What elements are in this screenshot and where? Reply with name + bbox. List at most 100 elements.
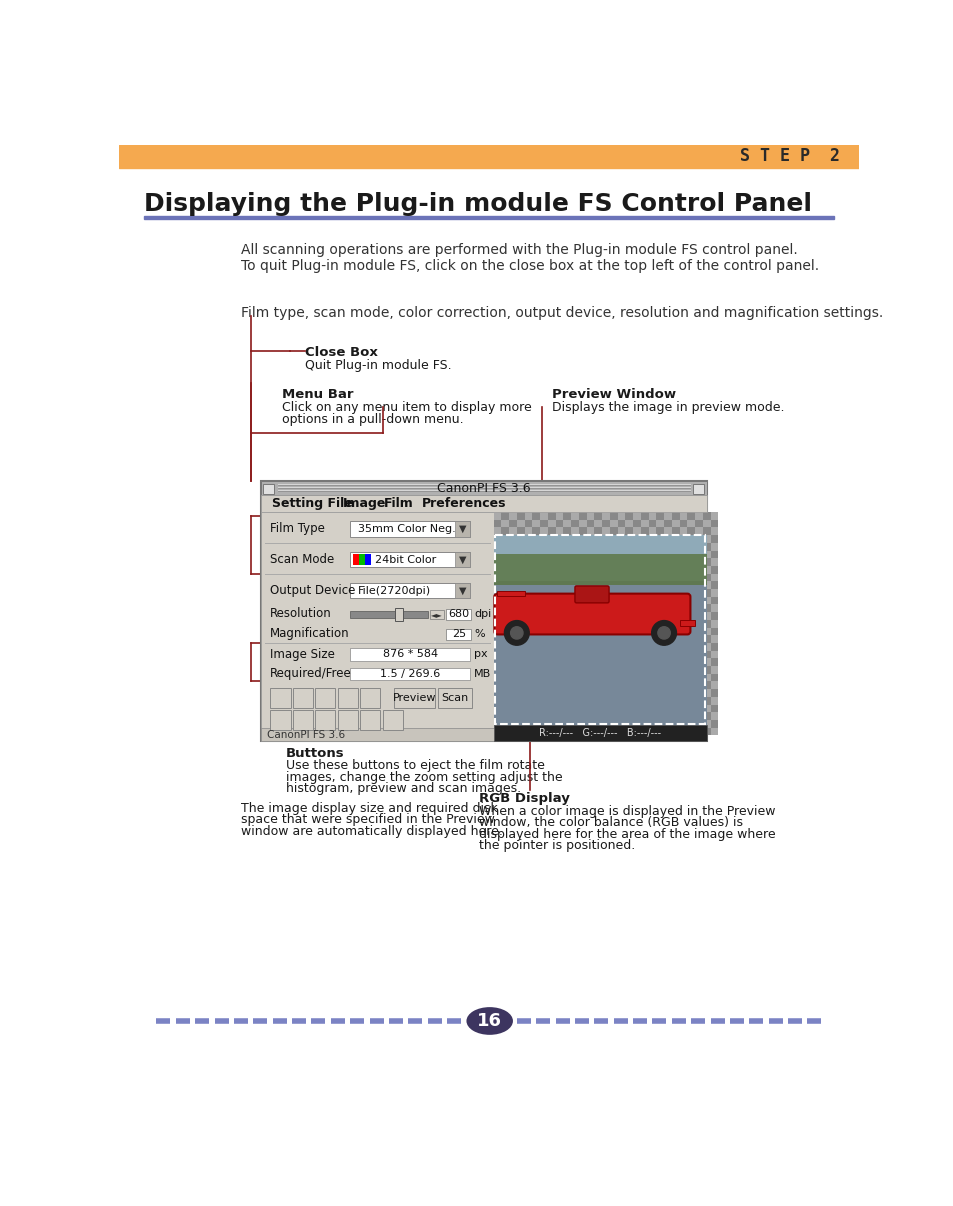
Bar <box>640 704 648 713</box>
Text: space that were specified in the Preview: space that were specified in the Preview <box>241 813 495 826</box>
Bar <box>571 650 578 658</box>
Bar <box>555 620 562 627</box>
Bar <box>500 613 509 620</box>
Bar <box>555 604 562 613</box>
Bar <box>430 610 443 619</box>
Bar <box>555 589 562 597</box>
Bar <box>702 589 710 597</box>
Text: Buttons: Buttons <box>286 747 344 760</box>
Bar <box>571 713 578 720</box>
Bar <box>578 513 586 520</box>
Bar <box>524 597 532 604</box>
Bar <box>578 535 586 543</box>
Bar <box>562 674 571 681</box>
Text: 680: 680 <box>448 609 469 620</box>
Bar <box>624 589 633 597</box>
Bar <box>509 589 517 597</box>
Text: Image: Image <box>342 497 385 510</box>
Text: window are automatically displayed here.: window are automatically displayed here. <box>241 825 502 838</box>
Bar <box>586 604 594 613</box>
Bar <box>353 555 358 566</box>
Text: 24bit Color: 24bit Color <box>375 555 436 564</box>
Bar <box>671 574 679 581</box>
Text: 16: 16 <box>476 1012 501 1030</box>
Bar <box>648 513 656 520</box>
Text: Scan: Scan <box>440 692 468 703</box>
Bar <box>624 543 633 550</box>
Bar <box>686 643 695 650</box>
Text: When a color image is displayed in the Preview: When a color image is displayed in the P… <box>478 804 775 818</box>
Bar <box>562 613 571 620</box>
Bar <box>663 543 671 550</box>
Bar <box>524 527 532 535</box>
Bar <box>601 535 609 543</box>
Bar <box>710 697 718 704</box>
Bar <box>571 636 578 643</box>
Bar <box>532 666 539 674</box>
Bar <box>524 697 532 704</box>
Bar <box>493 513 500 520</box>
Bar <box>695 636 702 643</box>
Bar <box>547 658 555 666</box>
Bar <box>562 704 571 713</box>
Bar <box>578 613 586 620</box>
Bar <box>710 535 718 543</box>
Bar <box>594 713 601 720</box>
Bar <box>586 558 594 566</box>
Bar <box>517 620 524 627</box>
Bar <box>509 597 517 604</box>
Bar <box>562 535 571 543</box>
Bar <box>578 620 586 627</box>
Bar <box>517 727 524 736</box>
Bar <box>671 681 679 689</box>
Bar <box>617 604 624 613</box>
Bar <box>671 597 679 604</box>
Text: 35mm Color Neg.: 35mm Color Neg. <box>357 523 456 534</box>
Bar <box>640 581 648 589</box>
Bar <box>686 527 695 535</box>
Bar <box>679 513 686 520</box>
Bar <box>578 527 586 535</box>
Bar <box>555 613 562 620</box>
Bar <box>648 604 656 613</box>
Bar <box>509 613 517 620</box>
Bar <box>695 720 702 727</box>
Bar <box>524 543 532 550</box>
Bar <box>532 636 539 643</box>
Bar <box>640 674 648 681</box>
Bar <box>571 613 578 620</box>
Bar <box>562 513 571 520</box>
Bar <box>594 720 601 727</box>
Text: CanonPI FS 3.6: CanonPI FS 3.6 <box>267 730 345 739</box>
Bar <box>710 581 718 589</box>
Bar <box>493 527 500 535</box>
Bar <box>648 697 656 704</box>
Bar <box>562 643 571 650</box>
Bar <box>663 527 671 535</box>
Bar <box>679 527 686 535</box>
Bar <box>578 589 586 597</box>
Bar <box>532 704 539 713</box>
Bar <box>509 689 517 697</box>
Bar <box>609 704 617 713</box>
Bar <box>617 558 624 566</box>
Bar <box>656 681 663 689</box>
Bar <box>617 535 624 543</box>
Bar <box>586 727 594 736</box>
Text: Displays the image in preview mode.: Displays the image in preview mode. <box>551 402 783 414</box>
Bar <box>555 558 562 566</box>
Bar <box>500 543 509 550</box>
Bar <box>686 613 695 620</box>
Bar <box>571 527 578 535</box>
Bar <box>663 643 671 650</box>
Text: px: px <box>474 650 487 660</box>
Bar <box>594 689 601 697</box>
Circle shape <box>658 627 670 639</box>
Bar <box>617 620 624 627</box>
Bar <box>648 704 656 713</box>
Bar <box>695 550 702 558</box>
Bar <box>524 681 532 689</box>
Bar <box>663 613 671 620</box>
Bar <box>555 674 562 681</box>
Text: Preferences: Preferences <box>421 497 505 510</box>
